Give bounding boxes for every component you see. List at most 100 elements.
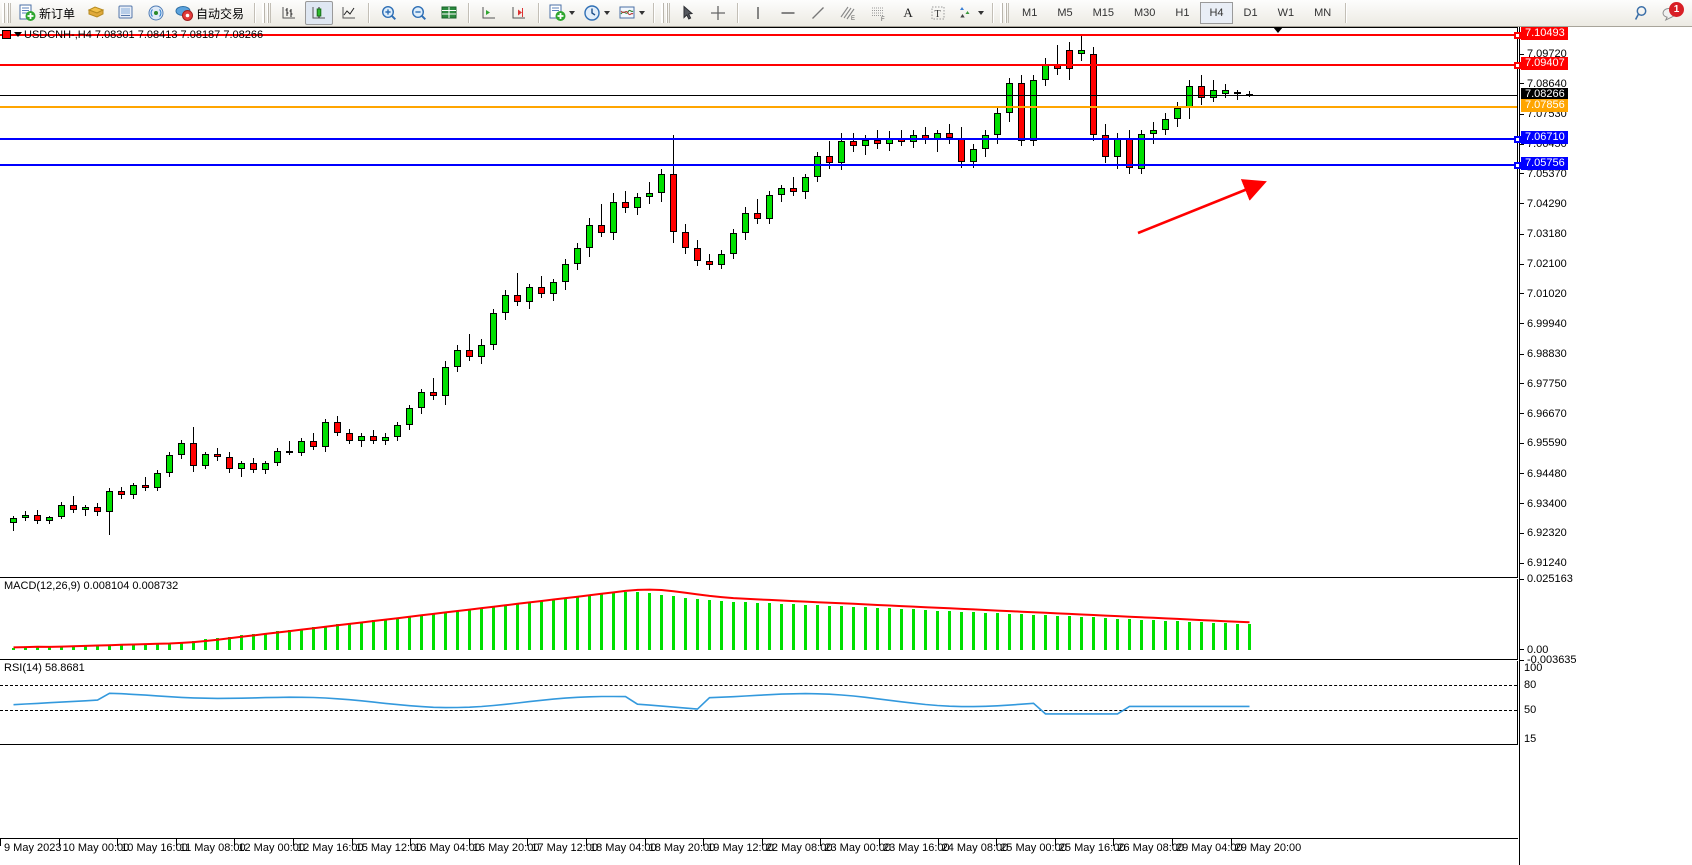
wallet-button[interactable] xyxy=(82,1,110,25)
add-indicator-caret-icon[interactable] xyxy=(569,11,576,15)
timeframe-m5[interactable]: M5 xyxy=(1057,7,1073,19)
macd-histogram-bar xyxy=(612,593,615,650)
time-tick-label: 29 May 04:00 xyxy=(1176,842,1243,854)
macd-tick-label: 0.025163 xyxy=(1527,573,1573,586)
chart-area[interactable]: USDCNH-,H4 7.08301 7.08413 7.08187 7.082… xyxy=(0,26,1692,865)
zoom-in-button[interactable] xyxy=(375,1,403,25)
price-tick-label: 7.03180 xyxy=(1527,228,1567,241)
macd-histogram-bar xyxy=(1188,621,1191,650)
resistance-2-label[interactable]: 7.10493 xyxy=(1521,26,1568,40)
templates-button[interactable] xyxy=(615,1,648,25)
toolbar-grip-1[interactable] xyxy=(2,3,11,23)
macd-histogram-bar xyxy=(372,620,375,650)
price-level-line-7.09407[interactable] xyxy=(0,61,1521,69)
equidistant-channel-button[interactable]: E xyxy=(834,1,862,25)
timeframe-w1[interactable]: W1 xyxy=(1277,7,1295,19)
horizontal-line-button[interactable] xyxy=(774,1,802,25)
bullish-breakout-arrow[interactable] xyxy=(1120,168,1320,258)
text-label-button[interactable]: T xyxy=(924,1,952,25)
macd-histogram-bar xyxy=(1104,618,1107,650)
timeframe-m30[interactable]: M30 xyxy=(1134,7,1156,19)
price-level-line-7.07856[interactable] xyxy=(0,106,1517,109)
notifications-button[interactable]: 1 xyxy=(1658,2,1684,24)
fibonacci-icon: F xyxy=(872,7,885,22)
fibonacci-button[interactable]: F xyxy=(864,1,892,25)
price-axis[interactable]: 7.09720 7.08640 7.07530 7.06450 7.05370 7.042… xyxy=(1519,26,1692,865)
line-chart-button[interactable] xyxy=(335,1,363,25)
timeframe-d1[interactable]: D1 xyxy=(1243,7,1258,19)
toolbar-grip-2[interactable] xyxy=(262,3,272,23)
level-handle[interactable] xyxy=(1514,61,1521,69)
price-level-line-7.05756[interactable] xyxy=(0,162,1521,170)
cursor-button[interactable] xyxy=(674,1,702,25)
timeframe-h4[interactable]: H4 xyxy=(1200,2,1233,24)
text-button[interactable]: A xyxy=(894,1,922,25)
zoom-out-button[interactable] xyxy=(405,1,433,25)
bar-chart-button[interactable] xyxy=(275,1,303,25)
vertical-line-button[interactable] xyxy=(744,1,772,25)
time-tick-mark xyxy=(937,839,939,846)
data-window-button[interactable] xyxy=(435,1,463,25)
zoom-in-icon xyxy=(382,5,397,21)
last-price-label[interactable]: 7.08266 xyxy=(1521,88,1568,102)
price-tick: 6.96670 xyxy=(1520,408,1690,420)
macd-histogram-bar xyxy=(1140,619,1143,650)
macd-histogram-bar xyxy=(804,604,807,650)
macd-histogram-bar xyxy=(624,591,627,650)
shapes-button[interactable] xyxy=(954,1,987,25)
candlestick-chart-button[interactable] xyxy=(305,1,334,25)
price-tick: 6.94480 xyxy=(1520,468,1690,480)
price-level-line-7.10493[interactable] xyxy=(0,31,1521,39)
macd-pane[interactable]: MACD(12,26,9) 0.008104 0.008732 xyxy=(0,579,1518,660)
macd-histogram-bar xyxy=(1236,623,1239,650)
level-handle[interactable] xyxy=(1514,31,1521,39)
signals-button[interactable] xyxy=(142,1,170,25)
macd-tick: 0.00 xyxy=(1520,644,1690,656)
level-handle[interactable] xyxy=(1514,162,1521,170)
data-window-icon xyxy=(441,6,457,19)
price-tick: 6.91240 xyxy=(1520,557,1690,569)
level-handle[interactable] xyxy=(1514,135,1521,143)
macd-tick-label: -0.003635 xyxy=(1527,654,1577,667)
macd-histogram-bar xyxy=(924,610,927,650)
period-caret-icon[interactable] xyxy=(604,11,611,15)
terminal-button[interactable] xyxy=(112,1,140,25)
timeframe-m1[interactable]: M1 xyxy=(1022,7,1038,19)
macd-histogram-bar xyxy=(684,597,687,650)
macd-histogram-bar xyxy=(864,607,867,650)
rsi-level-80 xyxy=(0,684,1517,686)
templates-caret-icon[interactable] xyxy=(639,11,646,15)
auto-trading-button[interactable]: 自动交易 xyxy=(172,1,249,25)
resistance-1-label[interactable]: 7.09407 xyxy=(1521,56,1568,70)
macd-histogram-bar xyxy=(60,646,63,650)
crosshair-button[interactable] xyxy=(704,1,732,25)
support-1-label[interactable]: 7.06710 xyxy=(1521,130,1568,144)
support-2-label[interactable]: 7.05756 xyxy=(1521,157,1568,171)
macd-histogram-bar xyxy=(588,595,591,650)
timeframe-m15[interactable]: M15 xyxy=(1092,7,1114,19)
price-level-line-7.06710[interactable] xyxy=(0,135,1521,143)
time-tick-label: 16 May 04:00 xyxy=(414,842,481,854)
timeframe-h1[interactable]: H1 xyxy=(1175,7,1190,19)
time-axis[interactable]: 9 May 2023 10 May 00:00 10 May 16:00 11 May… xyxy=(0,838,1518,864)
timeframe-mn[interactable]: MN xyxy=(1314,7,1332,19)
trendline-button[interactable] xyxy=(804,1,832,25)
shift-end-icon xyxy=(512,7,526,19)
macd-histogram-bar xyxy=(120,644,123,650)
add-indicator-button[interactable] xyxy=(545,1,578,25)
price-level-line-7.08266[interactable] xyxy=(0,95,1517,97)
shift-end-button[interactable] xyxy=(505,1,533,25)
shift-start-button[interactable] xyxy=(475,1,503,25)
bar-chart-icon xyxy=(282,7,296,19)
pivot-label[interactable]: 7.07856 xyxy=(1521,99,1568,113)
toolbar-grip-3[interactable] xyxy=(661,3,671,23)
search-button[interactable] xyxy=(1629,1,1657,25)
macd-histogram-bar xyxy=(168,643,171,650)
new-order-button[interactable]: 新订单 xyxy=(15,1,80,25)
period-button[interactable] xyxy=(580,1,613,25)
toolbar-grip-4[interactable] xyxy=(1000,3,1010,23)
price-pane[interactable]: USDCNH-,H4 7.08301 7.08413 7.08187 7.082… xyxy=(0,27,1521,578)
shapes-caret-icon[interactable] xyxy=(978,11,985,15)
rsi-pane[interactable]: RSI(14) 58.8681 xyxy=(0,661,1518,745)
time-tick-label: 25 May 16:00 xyxy=(1058,842,1126,854)
